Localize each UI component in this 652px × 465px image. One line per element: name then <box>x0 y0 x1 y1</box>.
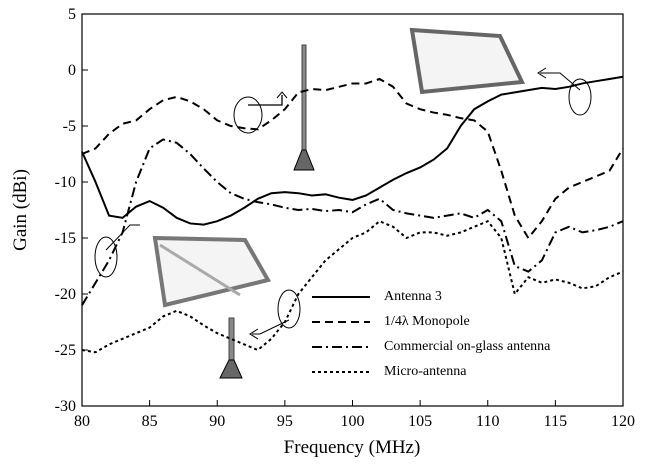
x-tick-label: 90 <box>209 413 225 430</box>
legend-label: Antenna 3 <box>384 289 442 304</box>
y-tick-label: 5 <box>68 6 76 23</box>
window-icon <box>412 30 522 92</box>
x-tick-label: 115 <box>544 413 567 430</box>
x-axis-title: Frequency (MHz) <box>284 437 421 458</box>
ellipse <box>95 237 117 277</box>
window-icon <box>155 238 268 305</box>
y-tick-label: -15 <box>55 230 76 247</box>
annotations <box>95 30 591 378</box>
antenna-base <box>294 150 314 170</box>
x-tick-label: 110 <box>476 413 499 430</box>
x-tick-label: 85 <box>142 413 158 430</box>
x-tick-label: 105 <box>408 413 432 430</box>
legend-label: Micro-antenna <box>384 364 467 379</box>
x-tick-label: 95 <box>277 413 293 430</box>
antenna-icon <box>302 45 306 155</box>
y-tick-label: -5 <box>63 118 76 135</box>
legend-label: Commercial on-glass antenna <box>384 339 551 354</box>
y-tick-label: -25 <box>55 342 76 359</box>
y-tick-label: -10 <box>55 174 76 191</box>
x-tick-label: 100 <box>341 413 365 430</box>
y-axis-title: Gain (dBi) <box>10 169 31 251</box>
series-line <box>82 79 623 238</box>
ellipse <box>278 290 300 328</box>
legend-label: 1/4λ Monopole <box>384 314 470 329</box>
x-tick-label: 120 <box>611 413 635 430</box>
antenna-base <box>220 360 242 378</box>
chart: Frequency (MHz) Gain (dBi) 80 85 90 95 100 10… <box>0 0 652 465</box>
y-tick-label: 0 <box>68 62 76 79</box>
series-line <box>82 77 623 225</box>
y-tick-label: -20 <box>55 286 76 303</box>
arrow <box>248 95 282 105</box>
x-tick-label: 80 <box>74 413 90 430</box>
arrow <box>252 320 289 334</box>
y-tick-label: -30 <box>55 398 76 415</box>
